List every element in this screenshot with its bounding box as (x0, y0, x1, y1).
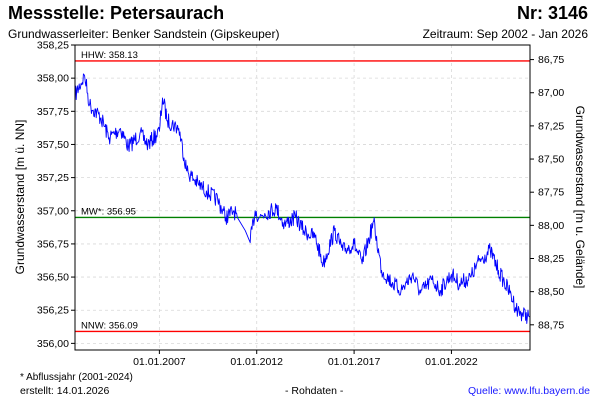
y-tick-label-right: 86,75 (538, 54, 564, 66)
aquifer-label: Grundwasserleiter: Benker Sandstein (Gip… (8, 27, 280, 41)
y-tick-label: 356,50 (37, 272, 69, 284)
source-link[interactable]: Quelle: www.lfu.bayern.de (468, 385, 590, 397)
y-axis-label: Grundwasserstand [m ü. NN] (13, 120, 27, 275)
grid (75, 44, 530, 350)
series-layer (74, 73, 530, 324)
y-tick-label: 357,00 (37, 205, 69, 217)
rawdata-label: - Rohdaten - (285, 385, 344, 397)
y-tick-label: 357,25 (37, 172, 69, 184)
series-line (74, 73, 530, 324)
footnote: * Abflussjahr (2001-2024) (20, 372, 133, 383)
y-tick-label: 356,00 (37, 338, 69, 350)
x-tick-label: 01.01.2022 (425, 356, 478, 368)
y-tick-label-right: 88,25 (538, 253, 564, 265)
y-tick-label-right: 88,50 (538, 286, 564, 298)
station-number: Nr: 3146 (516, 3, 588, 23)
plot-frame (74, 44, 531, 351)
x-tick-label: 01.01.2007 (133, 356, 186, 368)
y-tick-label: 358,25 (37, 40, 69, 52)
x-tick-label: 01.01.2012 (230, 356, 283, 368)
y-tick-label: 357,50 (37, 139, 69, 151)
reference-line-label: NNW: 356.09 (81, 320, 138, 331)
y-axis-label-right: Grundwasserstand [m u. Gelände] (573, 106, 587, 289)
y-tick-label-right: 87,50 (538, 154, 564, 166)
y-tick-label: 357,75 (37, 106, 69, 118)
y-tick-label: 358,00 (37, 73, 69, 85)
reference-lines: HHW: 358.13 MW*: 356.95 NNW: 356.09 (75, 50, 530, 333)
reference-line-label: MW*: 356.95 (81, 206, 136, 217)
axes: 356,00 356,25 356,50 356,75 357,00 357,25 357,… (37, 40, 565, 369)
page-title: Messstelle: Petersaurach (8, 3, 225, 23)
y-tick-label: 356,75 (37, 238, 69, 250)
y-tick-label-right: 87,25 (538, 120, 564, 132)
created-date: erstellt: 14.01.2026 (20, 385, 110, 397)
period-label: Zeitraum: Sep 2002 - Jan 2026 (422, 27, 588, 41)
y-tick-label-right: 87,75 (538, 187, 564, 199)
y-tick-label: 356,25 (37, 305, 69, 317)
y-tick-label-right: 87,00 (538, 87, 564, 99)
y-tick-label-right: 88,75 (538, 319, 564, 331)
y-tick-label-right: 88,00 (538, 220, 564, 232)
reference-line-label: HHW: 358.13 (81, 50, 138, 61)
x-tick-label: 01.01.2017 (328, 356, 381, 368)
